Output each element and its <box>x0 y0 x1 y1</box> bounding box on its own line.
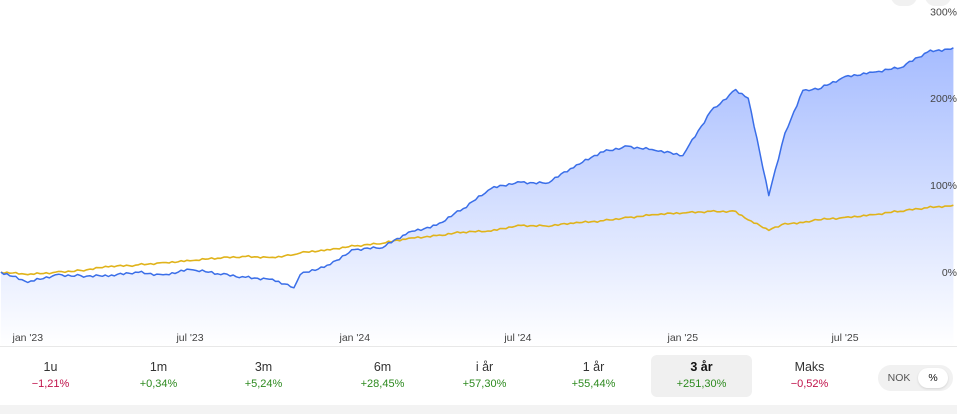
period-change: −1,21% <box>31 378 70 390</box>
period-tab[interactable]: 3m +5,24% <box>213 355 314 397</box>
period-label: i år <box>475 360 494 374</box>
y-tick-label: 0% <box>942 267 957 279</box>
primary-series-line <box>0 47 954 289</box>
period-change: +5,24% <box>244 378 283 390</box>
period-label: 3m <box>254 360 273 374</box>
benchmark-series-line <box>0 204 954 276</box>
x-tick-label: jul '23 <box>175 332 203 344</box>
period-label: 6m <box>373 360 392 374</box>
period-change: +0,34% <box>139 378 178 390</box>
period-label: 1 år <box>582 360 605 374</box>
period-tab[interactable]: 6m +28,45% <box>332 355 433 397</box>
period-tab[interactable]: 1 år +55,44% <box>543 355 644 397</box>
x-tick-label: jul '25 <box>830 332 858 344</box>
bottom-divider <box>0 405 957 414</box>
y-tick-label: 100% <box>930 180 957 192</box>
x-tick-label: jan '23 <box>11 332 43 344</box>
period-tab[interactable]: 3 år +251,30% <box>651 355 752 397</box>
period-tab[interactable]: 1m +0,34% <box>108 355 209 397</box>
period-label: 1u <box>43 360 58 374</box>
period-label: Maks <box>794 360 825 374</box>
period-label: 1m <box>149 360 168 374</box>
period-selector-bar: 1u −1,21% 1m +0,34% 3m +5,24% 6m +28,45% i år +57… <box>0 346 957 406</box>
primary-series-area <box>0 47 954 346</box>
y-tick-label: 200% <box>930 93 957 105</box>
x-tick-label: jul '24 <box>503 332 531 344</box>
unit-toggle[interactable]: NOK % <box>878 365 953 391</box>
y-tick-label: 300% <box>930 6 957 18</box>
unit-option-nok[interactable]: NOK <box>887 372 911 384</box>
x-tick-label: jan '24 <box>338 332 370 344</box>
period-label: 3 år <box>690 360 713 374</box>
unit-option-percent[interactable]: % <box>918 368 948 388</box>
period-change: +251,30% <box>676 378 727 390</box>
period-tab[interactable]: Maks −0,52% <box>759 355 860 397</box>
top-control-button-2[interactable] <box>925 0 951 6</box>
period-change: +55,44% <box>571 378 616 390</box>
period-change: −0,52% <box>790 378 829 390</box>
period-change: +57,30% <box>462 378 507 390</box>
period-tab[interactable]: i år +57,30% <box>434 355 535 397</box>
performance-chart[interactable]: 300% 200% 100% 0% jan '23 jul '23 jan '24 jul … <box>0 0 957 346</box>
period-change: +28,45% <box>360 378 405 390</box>
period-tab[interactable]: 1u −1,21% <box>0 355 101 397</box>
top-control-button-1[interactable] <box>891 0 917 6</box>
x-tick-label: jan '25 <box>666 332 698 344</box>
